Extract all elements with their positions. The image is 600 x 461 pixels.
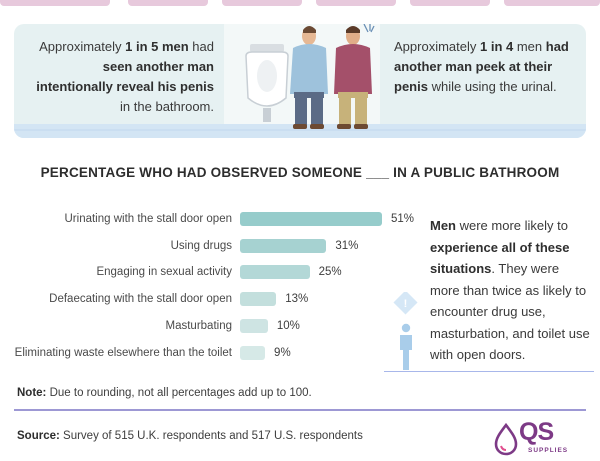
- bar: [240, 212, 382, 226]
- bar: [240, 292, 277, 307]
- left-pre: Approximately: [39, 39, 126, 54]
- bar-label: Masturbating: [165, 319, 232, 332]
- side-bold-2: experience all of these situations: [430, 239, 570, 277]
- panel-text-right: Approximately 1 in 4 men had another man…: [394, 37, 579, 97]
- qs-supplies-logo-icon: [494, 422, 518, 456]
- logo-subtext: SUPPLIES: [528, 447, 569, 454]
- strip-segment: [128, 0, 208, 6]
- side-text-2: . They were more than twice as likely to…: [430, 261, 590, 362]
- bar-value-label: 31%: [335, 239, 359, 252]
- strip-segment: [222, 0, 302, 6]
- chart-title: PERCENTAGE WHO HAD OBSERVED SOMEONE ___ …: [40, 165, 560, 180]
- bar-value-label: 9%: [274, 346, 291, 359]
- bar-label: Urinating with the stall door open: [64, 213, 233, 225]
- bar: [240, 238, 327, 253]
- urinal-icon: [245, 44, 289, 122]
- man-blue-shirt-icon: [290, 26, 328, 129]
- right-post: men: [513, 39, 543, 54]
- footnote-text: Due to rounding, not all percentages add…: [46, 387, 312, 399]
- left-bold: seen another man intentionally reveal hi…: [36, 59, 214, 94]
- bar: [240, 345, 266, 360]
- bar-label: Eliminating waste elsewhere than the toi…: [14, 346, 232, 359]
- logo-text: QS: [519, 418, 554, 446]
- strip-segment: [504, 0, 600, 6]
- panel-text-left: Approximately 1 in 5 men had seen anothe…: [34, 37, 214, 117]
- bar: [240, 318, 268, 333]
- bar-value-label: 10%: [276, 319, 300, 332]
- bar-value-label: 51%: [391, 213, 415, 225]
- bar-label: Using drugs: [170, 239, 232, 252]
- right-pre: Approximately: [394, 39, 480, 54]
- bar: [240, 265, 310, 280]
- bar-value-label: 25%: [318, 266, 342, 279]
- strip-segment: [316, 0, 396, 6]
- footnote-label: Note:: [17, 387, 47, 399]
- source-line: Source: Survey of 515 U.K. respondents a…: [17, 430, 363, 442]
- side-note-rule: [384, 371, 594, 372]
- info-person-icon: !: [393, 292, 418, 370]
- left-post: had: [188, 39, 214, 54]
- right-bold: had another man peek at their penis: [394, 39, 569, 94]
- side-text-1: were more likely to: [456, 218, 568, 233]
- illustration-panel: Approximately 1 in 5 men had seen anothe…: [14, 24, 586, 138]
- left-stat: 1 in 5 men: [125, 39, 189, 54]
- strip-segment: [0, 0, 110, 6]
- side-bold-1: Men: [430, 218, 456, 233]
- source-label: Source:: [17, 430, 60, 442]
- footer-divider: [14, 409, 586, 411]
- bar-label: Engaging in sexual activity: [96, 266, 232, 279]
- footnote: Note: Due to rounding, not all percentag…: [17, 387, 312, 399]
- man-maroon-shirt-icon: [334, 24, 375, 129]
- source-text: Survey of 515 U.K. respondents and 517 U…: [59, 430, 363, 442]
- right-end: while using the urinal.: [427, 79, 557, 94]
- side-note: Men were more likely to experience all o…: [430, 215, 590, 366]
- floor-tiles: [14, 124, 586, 138]
- strip-segment: [410, 0, 490, 6]
- svg-text:!: !: [404, 298, 408, 310]
- bathroom-illustration: [14, 24, 586, 138]
- top-decorative-strip: [0, 0, 600, 6]
- bar-value-label: 13%: [285, 293, 309, 306]
- bar-label: Defaecating with the stall door open: [49, 293, 232, 306]
- right-stat: 1 in 4: [479, 39, 514, 54]
- left-end: in the bathroom.: [120, 99, 214, 114]
